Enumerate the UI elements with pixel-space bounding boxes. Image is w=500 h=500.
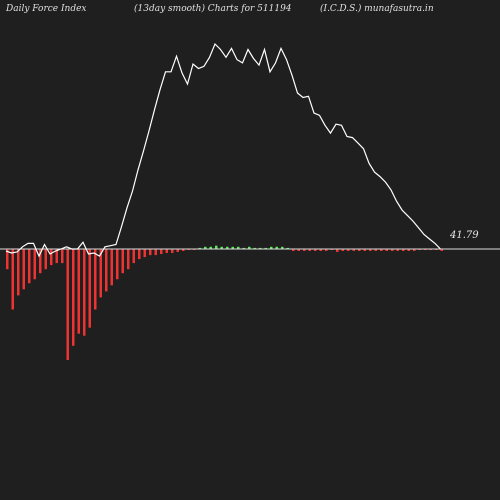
force-bar xyxy=(413,249,416,251)
force-bar xyxy=(402,249,405,251)
force-bar xyxy=(143,249,146,258)
force-bar xyxy=(231,246,234,249)
force-bar xyxy=(88,249,91,328)
force-bar xyxy=(407,249,410,251)
force-bar xyxy=(28,249,31,284)
force-bar xyxy=(44,249,47,270)
force-bar xyxy=(226,246,229,249)
force-bar xyxy=(369,249,372,251)
force-bar xyxy=(374,249,377,251)
force-bar xyxy=(297,249,300,251)
force-bar xyxy=(154,249,157,256)
force-bar xyxy=(308,249,311,251)
force-bar xyxy=(242,247,245,249)
force-bar xyxy=(248,246,251,249)
force-bar xyxy=(22,249,25,290)
force-bar xyxy=(110,249,113,286)
force-bar xyxy=(286,247,289,249)
force-bar xyxy=(105,249,108,292)
header-right-source: (I.C.D.S.) munafasutra.in xyxy=(320,4,434,14)
header-center-title: (13day smooth) Charts for 511194 xyxy=(134,4,292,14)
force-bar xyxy=(215,245,218,249)
force-bar xyxy=(347,249,350,251)
force-bar xyxy=(6,249,9,270)
force-bar xyxy=(209,246,212,249)
force-bar xyxy=(275,246,278,249)
force-bar xyxy=(314,249,317,251)
force-bar xyxy=(132,249,135,264)
force-bar xyxy=(440,249,443,251)
force-bar xyxy=(160,249,163,254)
force-bar xyxy=(385,249,388,251)
force-bar xyxy=(336,249,339,252)
force-bar xyxy=(66,249,69,360)
force-bar xyxy=(396,249,399,251)
force-bar xyxy=(380,249,383,251)
force-bar xyxy=(121,249,124,274)
force-bar xyxy=(182,249,185,251)
force-bar xyxy=(319,249,322,251)
force-bar xyxy=(11,249,14,310)
force-bar xyxy=(50,249,53,266)
force-bar xyxy=(220,246,223,249)
force-bar xyxy=(61,249,64,264)
force-bar xyxy=(281,246,284,249)
force-bar xyxy=(72,249,75,346)
force-bar xyxy=(94,249,97,310)
force-bar xyxy=(17,249,20,296)
force-bar xyxy=(358,249,361,251)
force-bar xyxy=(116,249,119,280)
force-bar xyxy=(253,247,256,249)
force-bar xyxy=(352,249,355,251)
force-bar xyxy=(237,246,240,249)
force-bar xyxy=(39,249,42,274)
force-bar xyxy=(198,247,201,249)
force-bar xyxy=(99,249,102,298)
force-bar xyxy=(270,246,273,249)
force-bar xyxy=(303,249,306,251)
force-bar xyxy=(363,249,366,251)
force-bar xyxy=(176,249,179,252)
force-bar xyxy=(325,249,328,251)
force-bar xyxy=(127,249,130,270)
smoothed-force-line xyxy=(5,42,441,258)
force-bar xyxy=(138,249,141,260)
force-bar xyxy=(204,246,207,249)
force-bar xyxy=(292,249,295,251)
force-bar xyxy=(391,249,394,251)
last-value-label: 41.79 xyxy=(450,230,479,241)
force-bar xyxy=(341,249,344,251)
force-bar xyxy=(171,249,174,253)
force-bar xyxy=(259,247,262,249)
force-bar xyxy=(83,249,86,336)
force-bar xyxy=(165,249,168,253)
force-bar xyxy=(264,247,267,249)
force-bar xyxy=(55,249,58,264)
header-left-title: Daily Force Index xyxy=(6,4,87,14)
force-bar xyxy=(77,249,80,334)
force-bar xyxy=(149,249,152,256)
force-bar xyxy=(33,249,36,280)
